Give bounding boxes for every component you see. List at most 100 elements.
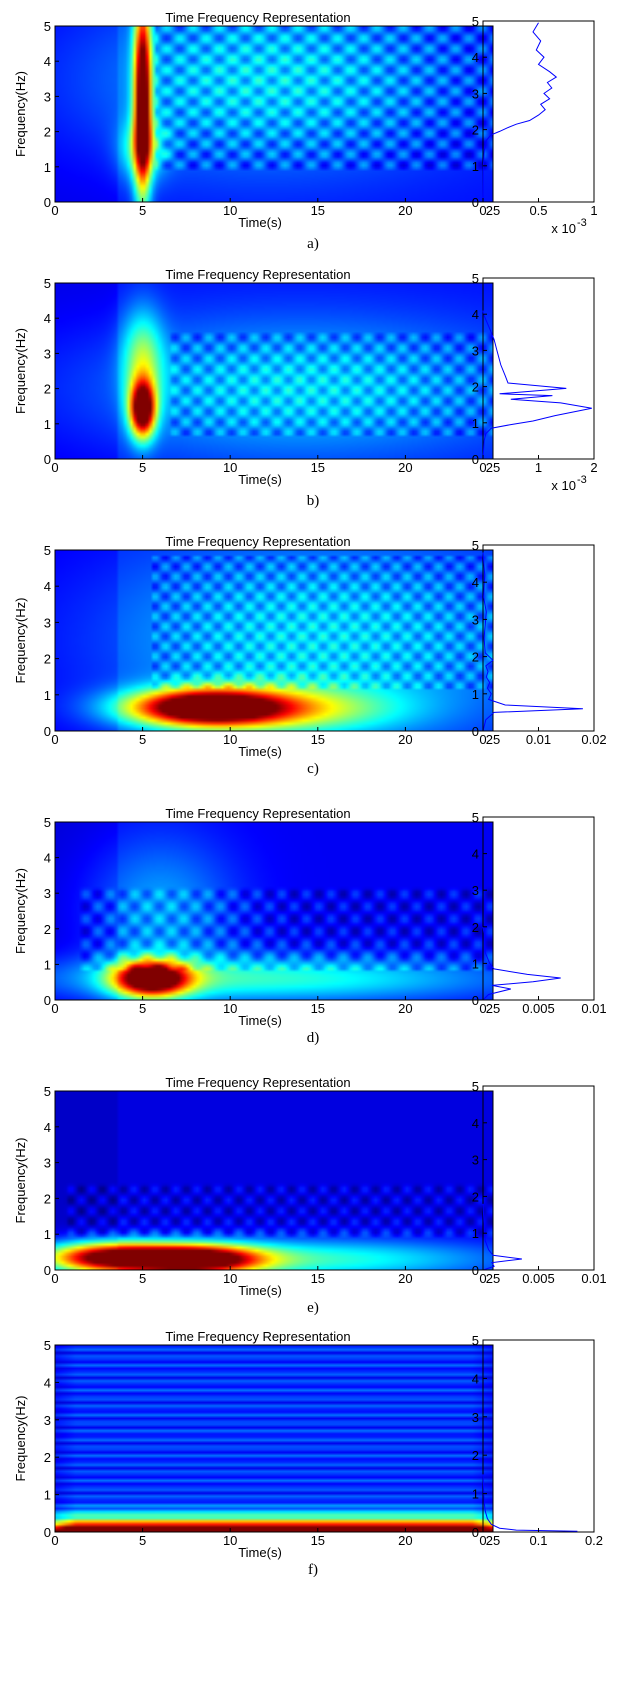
spectrum-y-tick-label: 3 bbox=[472, 883, 479, 898]
tf-heatmap bbox=[55, 1345, 493, 1532]
tf-y-tick-label: 1 bbox=[44, 1227, 51, 1242]
spectrum-axes-frame bbox=[482, 277, 595, 460]
spectrum-y-tick-label: 0 bbox=[472, 993, 479, 1008]
tf-x-tick-label: 15 bbox=[311, 460, 325, 475]
tf-y-tick-label: 0 bbox=[44, 452, 51, 467]
spectrum-y-tick-label: 2 bbox=[472, 1189, 479, 1204]
tf-x-tick-label: 25 bbox=[486, 732, 500, 747]
spectrum-y-tick-label: 1 bbox=[472, 416, 479, 431]
tf-x-tick-label: 5 bbox=[139, 203, 146, 218]
tf-heatmap bbox=[55, 1091, 493, 1270]
tf-y-tick-label: 0 bbox=[44, 993, 51, 1008]
spectrum-y-tick-label: 4 bbox=[472, 50, 479, 65]
tf-x-tick-label: 0 bbox=[51, 1533, 58, 1548]
tf-y-tick-label: 4 bbox=[44, 579, 51, 594]
tf-x-tick-label: 25 bbox=[486, 1271, 500, 1286]
tf-x-axis-label: Time(s) bbox=[238, 1283, 282, 1298]
tf-y-axis-label: Frequency(Hz) bbox=[13, 1138, 28, 1224]
spectrum-y-tick-label: 2 bbox=[472, 650, 479, 665]
spectrum-y-tick-label: 3 bbox=[472, 343, 479, 358]
spectrum-x-tick-label: 0.2 bbox=[585, 1533, 603, 1548]
spectrum-x-tick-label: 0.01 bbox=[526, 732, 551, 747]
spectrum-y-tick-label: 0 bbox=[472, 1263, 479, 1278]
tf-axes-frame bbox=[54, 25, 494, 203]
tf-y-tick-label: 3 bbox=[44, 615, 51, 630]
spectrum-x-tick-label: 2 bbox=[590, 460, 597, 475]
spectrum-x-tick-label: 0.005 bbox=[522, 1271, 555, 1286]
spectrum-x-tick-label: 1 bbox=[535, 460, 542, 475]
tf-y-tick-label: 3 bbox=[44, 89, 51, 104]
tf-title: Time Frequency Representation bbox=[165, 10, 350, 25]
spectrum-exponent: -3 bbox=[577, 217, 587, 229]
spectrum-y-tick-label: 3 bbox=[472, 86, 479, 101]
tf-x-tick-label: 25 bbox=[486, 1001, 500, 1016]
tf-x-tick-label: 10 bbox=[223, 460, 237, 475]
panel-label: d) bbox=[307, 1030, 320, 1046]
spectrum-y-tick-label: 0 bbox=[472, 1525, 479, 1540]
tf-y-axis-label: Frequency(Hz) bbox=[13, 868, 28, 954]
spectrum-x-tick-label: 0.005 bbox=[522, 1001, 555, 1016]
tf-x-tick-label: 10 bbox=[223, 1001, 237, 1016]
tf-x-tick-label: 0 bbox=[51, 203, 58, 218]
tf-title: Time Frequency Representation bbox=[165, 1329, 350, 1344]
spectrum-y-tick-label: 4 bbox=[472, 1371, 479, 1386]
spectrum-y-tick-label: 4 bbox=[472, 1116, 479, 1131]
tf-x-tick-label: 20 bbox=[398, 1533, 412, 1548]
tf-x-tick-label: 20 bbox=[398, 1271, 412, 1286]
tf-heatmap bbox=[55, 822, 493, 1000]
tf-y-tick-label: 4 bbox=[44, 1375, 51, 1390]
spectrum-y-tick-label: 4 bbox=[472, 307, 479, 322]
tf-x-tick-label: 15 bbox=[311, 732, 325, 747]
tf-y-tick-label: 2 bbox=[44, 382, 51, 397]
spectrum-x-tick-label: 0 bbox=[479, 732, 486, 747]
tf-y-tick-label: 5 bbox=[44, 19, 51, 34]
tf-x-tick-label: 10 bbox=[223, 1533, 237, 1548]
tf-y-tick-label: 4 bbox=[44, 54, 51, 69]
tf-x-tick-label: 0 bbox=[51, 1271, 58, 1286]
tf-heatmap bbox=[55, 283, 493, 459]
spectrum-x-tick-label: 0 bbox=[479, 203, 486, 218]
tf-y-tick-label: 2 bbox=[44, 652, 51, 667]
tf-y-tick-label: 3 bbox=[44, 346, 51, 361]
tf-y-tick-label: 4 bbox=[44, 851, 51, 866]
tf-x-tick-label: 0 bbox=[51, 732, 58, 747]
spectrum-y-tick-label: 5 bbox=[472, 1079, 479, 1094]
spectrum-x-tick-label: 0 bbox=[479, 1271, 486, 1286]
panel-label: c) bbox=[307, 761, 319, 777]
spectrum-y-tick-label: 5 bbox=[472, 14, 479, 29]
spectrum-exponent-base: x 10 bbox=[551, 478, 576, 493]
spectrum-y-tick-label: 2 bbox=[472, 920, 479, 935]
tf-y-tick-label: 0 bbox=[44, 1263, 51, 1278]
spectrum-exponent: -3 bbox=[577, 474, 587, 486]
spectrum-x-tick-label: 0.02 bbox=[581, 732, 606, 747]
spectrum-y-tick-label: 0 bbox=[472, 724, 479, 739]
tf-x-tick-label: 25 bbox=[486, 203, 500, 218]
tf-y-tick-label: 1 bbox=[44, 1488, 51, 1503]
spectrum-y-tick-label: 1 bbox=[472, 687, 479, 702]
tf-x-tick-label: 15 bbox=[311, 1271, 325, 1286]
tf-x-tick-label: 20 bbox=[398, 203, 412, 218]
tf-x-tick-label: 5 bbox=[139, 1533, 146, 1548]
spectrum-axes-frame bbox=[482, 816, 595, 1001]
spectrum-line bbox=[482, 552, 583, 732]
tf-axes-frame bbox=[54, 1344, 494, 1533]
tf-y-tick-label: 0 bbox=[44, 724, 51, 739]
tf-x-axis-label: Time(s) bbox=[238, 744, 282, 759]
spectrum-y-tick-label: 0 bbox=[472, 452, 479, 467]
spectrum-y-tick-label: 5 bbox=[472, 271, 479, 286]
spectrum-y-tick-label: 4 bbox=[472, 847, 479, 862]
panel-label: b) bbox=[307, 493, 320, 509]
tf-y-tick-label: 4 bbox=[44, 311, 51, 326]
spectrum-y-tick-label: 3 bbox=[472, 1410, 479, 1425]
tf-y-tick-label: 5 bbox=[44, 543, 51, 558]
tf-y-tick-label: 2 bbox=[44, 1191, 51, 1206]
spectrum-x-tick-label: 0.1 bbox=[529, 1533, 547, 1548]
tf-x-tick-label: 15 bbox=[311, 1001, 325, 1016]
tf-y-tick-label: 1 bbox=[44, 688, 51, 703]
spectrum-x-tick-label: 0 bbox=[479, 1533, 486, 1548]
spectrum-axes-frame bbox=[482, 20, 595, 203]
